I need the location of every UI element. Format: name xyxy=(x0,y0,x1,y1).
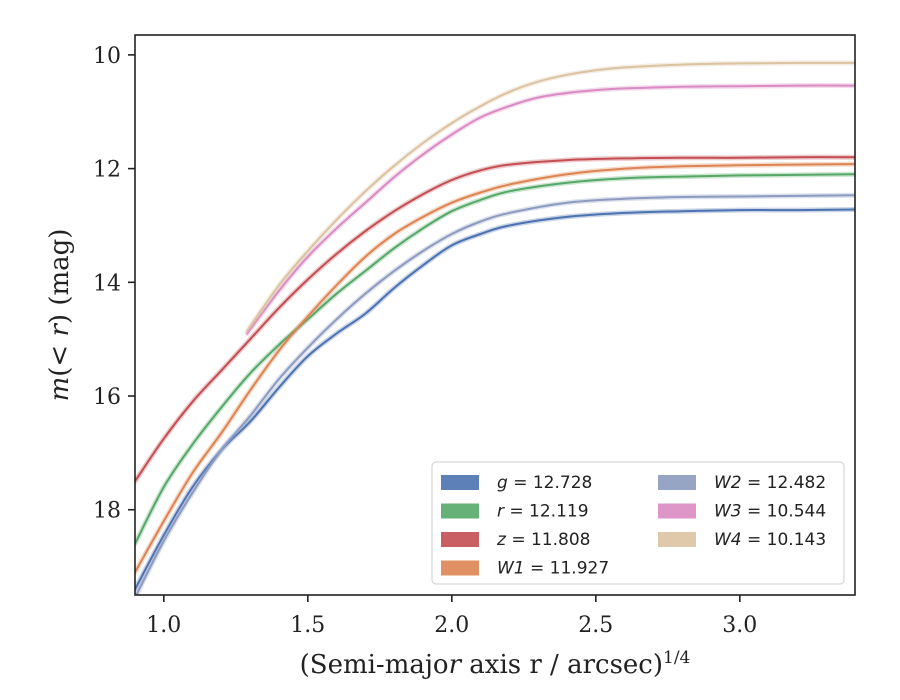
legend-entry-w4: W4 = 10.143 xyxy=(658,530,826,550)
legend-entry-r: r = 12.119 xyxy=(441,502,589,522)
series-line-w4 xyxy=(246,61,855,332)
legend-label: g = 12.728 xyxy=(497,473,592,493)
legend-label: W4 = 10.143 xyxy=(714,530,826,550)
series-line-r xyxy=(135,173,855,545)
legend-label-band: W1 xyxy=(497,559,525,579)
legend-label-value: = 12.119 xyxy=(504,502,589,522)
x-tick-label: 1.0 xyxy=(146,613,181,638)
legend-swatch xyxy=(441,503,479,519)
legend-label-band: g xyxy=(497,473,508,493)
legend-label-value: = 10.544 xyxy=(742,502,827,522)
legend-swatch xyxy=(658,503,696,519)
legend-label: W1 = 11.927 xyxy=(497,559,609,579)
legend-label: z = 11.808 xyxy=(496,530,590,550)
legend-label-band: r xyxy=(497,502,505,522)
legend-label-value: = 12.728 xyxy=(508,473,593,493)
x-tick-label: 3.0 xyxy=(722,613,757,638)
legend-label: r = 12.119 xyxy=(497,502,589,522)
y-tick-label: 14 xyxy=(93,271,121,296)
legend-label-band: W2 xyxy=(714,473,742,493)
x-tick-label: 2.0 xyxy=(434,613,469,638)
legend-entry-w1: W1 = 11.927 xyxy=(441,559,609,579)
y-tick-label: 12 xyxy=(93,158,121,183)
x-axis-label: (Semi-major axis r / arcsec)1/4 xyxy=(300,648,691,680)
legend-label-band: W3 xyxy=(714,502,742,522)
legend-label: W3 = 10.544 xyxy=(714,502,826,522)
x-axis-ticks: 1.0 1.5 2.0 2.5 3.0 xyxy=(146,595,757,638)
legend-entry-w2: W2 = 12.482 xyxy=(658,473,826,493)
legend-box xyxy=(431,461,845,585)
series-line-w1 xyxy=(135,163,855,574)
y-tick-label: 10 xyxy=(93,44,121,69)
x-tick-label: 2.5 xyxy=(578,613,613,638)
y-axis-label-variable: r xyxy=(45,323,75,337)
legend-label-value: = 10.143 xyxy=(742,530,827,550)
legend-swatch xyxy=(658,532,696,547)
legend-label-value: = 11.808 xyxy=(506,530,591,550)
y-axis-label-symbol: m xyxy=(45,377,75,402)
x-axis-label-text: (Semi-major axis r / arcsec) xyxy=(300,650,663,680)
x-tick-label: 1.5 xyxy=(290,613,325,638)
y-axis-label-units: ) (mag) xyxy=(45,229,75,325)
x-axis-label-variable: r xyxy=(449,650,470,680)
legend-entry-w3: W3 = 10.544 xyxy=(658,502,826,522)
legend-swatch xyxy=(658,475,696,490)
legend-label-band: W4 xyxy=(714,530,742,550)
x-axis-label-exponent: 1/4 xyxy=(663,648,690,668)
legend-swatch xyxy=(441,560,479,576)
y-axis-label-expression: (< xyxy=(45,337,75,377)
series-layer xyxy=(135,60,855,595)
y-axis-label: m(< r) (mag) xyxy=(45,229,75,402)
legend-label-value: = 12.482 xyxy=(742,473,827,493)
legend-label-value: = 11.927 xyxy=(525,559,610,579)
y-tick-label: 18 xyxy=(93,499,121,524)
series-line-w2 xyxy=(135,194,855,595)
series-line-w3 xyxy=(246,84,855,335)
series-line-z xyxy=(135,156,855,483)
y-tick-label: 16 xyxy=(93,385,121,410)
legend-label-band: z xyxy=(496,530,507,550)
y-axis-ticks: 10 12 14 16 18 xyxy=(93,44,135,524)
legend-entry-z: z = 11.808 xyxy=(441,530,590,550)
plot-frame xyxy=(134,34,856,596)
legend-label: W2 = 12.482 xyxy=(714,473,826,493)
legend-swatch xyxy=(441,532,479,547)
x-axis-label-units: axis r / arcsec) xyxy=(469,650,663,680)
legend-swatch xyxy=(441,475,479,490)
legend-entry-g: g = 12.728 xyxy=(441,473,592,493)
